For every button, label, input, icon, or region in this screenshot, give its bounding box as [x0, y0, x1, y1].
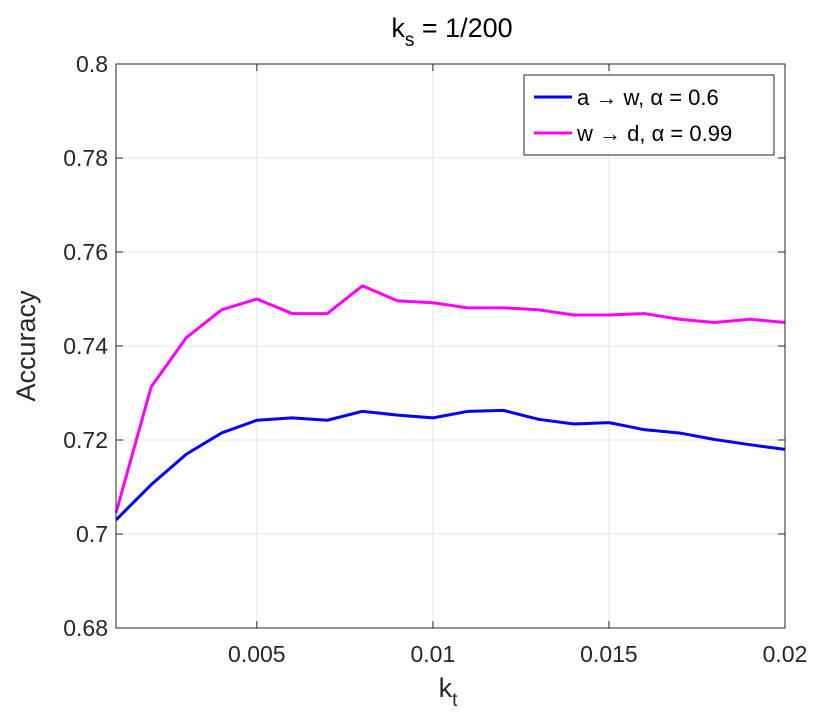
x-tick-label: 0.005 [228, 641, 286, 667]
y-tick-label: 0.8 [76, 51, 108, 77]
chart-title-main: k [391, 13, 405, 43]
legend: a → w, α = 0.6 w → d, α = 0.99 [523, 74, 775, 156]
chart-title: ks = 1/200 [391, 13, 512, 51]
ticks: 0.68 0.7 0.72 0.74 0.76 0.78 0.8 0.005 0.01 0.015… [63, 51, 807, 667]
legend-label: a → w, α = 0.6 [577, 85, 719, 110]
chart-title-suffix: = 1/200 [414, 13, 512, 43]
x-tick-label: 0.02 [763, 641, 808, 667]
legend-box [523, 74, 775, 156]
x-tick-label: 0.015 [580, 641, 638, 667]
x-axis-title: kt [439, 673, 459, 711]
chart-title-subscript: s [405, 30, 415, 51]
series-layer [114, 284, 786, 521]
series-line-1 [114, 408, 786, 521]
x-axis-title-subscript: t [452, 690, 458, 711]
y-tick-label: 0.78 [63, 145, 108, 171]
y-tick-label: 0.68 [63, 615, 108, 641]
series-line-2 [114, 284, 786, 514]
legend-label: w → d, α = 0.99 [576, 121, 732, 146]
y-axis-title: Accuracy [11, 290, 41, 402]
y-tick-label: 0.76 [63, 239, 108, 265]
y-tick-label: 0.72 [63, 427, 108, 453]
x-tick-label: 0.01 [411, 641, 456, 667]
y-tick-label: 0.7 [76, 521, 108, 547]
y-tick-label: 0.74 [63, 333, 108, 359]
x-axis-title-main: k [439, 673, 453, 703]
